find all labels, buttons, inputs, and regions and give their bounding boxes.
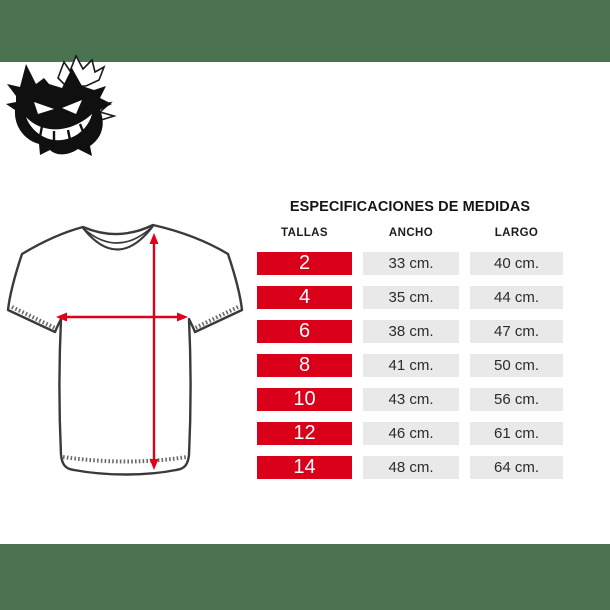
top-banner: [0, 0, 610, 62]
largo-cell: 40 cm.: [470, 252, 563, 275]
table-row: 8 41 cm. 50 cm.: [257, 354, 563, 377]
ancho-cell: 38 cm.: [363, 320, 459, 343]
ancho-cell: 46 cm.: [363, 422, 459, 445]
ancho-cell: 43 cm.: [363, 388, 459, 411]
column-header-tallas: TALLAS: [281, 227, 328, 239]
size-cell: 12: [257, 422, 352, 445]
table-row: 12 46 cm. 61 cm.: [257, 422, 563, 445]
table-row: 2 33 cm. 40 cm.: [257, 252, 563, 275]
gengar-silhouette-icon: [6, 54, 117, 156]
size-cell: 14: [257, 456, 352, 479]
bottom-banner: [0, 544, 610, 610]
size-cell: 4: [257, 286, 352, 309]
ancho-cell: 35 cm.: [363, 286, 459, 309]
tshirt-diagram: [4, 212, 252, 476]
size-cell: 2: [257, 252, 352, 275]
size-cell: 10: [257, 388, 352, 411]
ancho-cell: 41 cm.: [363, 354, 459, 377]
column-header-largo: LARGO: [494, 227, 539, 239]
page-title: ESPECIFICACIONES DE MEDIDAS: [289, 199, 531, 215]
table-row: 6 38 cm. 47 cm.: [257, 320, 563, 343]
largo-cell: 44 cm.: [470, 286, 563, 309]
largo-cell: 47 cm.: [470, 320, 563, 343]
largo-cell: 64 cm.: [470, 456, 563, 479]
largo-cell: 56 cm.: [470, 388, 563, 411]
table-row: 14 48 cm. 64 cm.: [257, 456, 563, 479]
table-header-row: TALLAS ANCHO LARGO: [257, 227, 563, 239]
width-arrow: [56, 312, 188, 322]
ancho-cell: 48 cm.: [363, 456, 459, 479]
gengar-logo: [6, 54, 120, 162]
size-table: TALLAS ANCHO LARGO 2 33 cm. 40 cm. 4 35 …: [257, 227, 563, 490]
largo-cell: 50 cm.: [470, 354, 563, 377]
size-cell: 8: [257, 354, 352, 377]
column-header-ancho: ANCHO: [388, 227, 434, 239]
table-row: 4 35 cm. 44 cm.: [257, 286, 563, 309]
table-row: 10 43 cm. 56 cm.: [257, 388, 563, 411]
size-cell: 6: [257, 320, 352, 343]
ancho-cell: 33 cm.: [363, 252, 459, 275]
length-arrow: [149, 233, 159, 470]
tshirt-outline-icon: [6, 223, 244, 476]
largo-cell: 61 cm.: [470, 422, 563, 445]
